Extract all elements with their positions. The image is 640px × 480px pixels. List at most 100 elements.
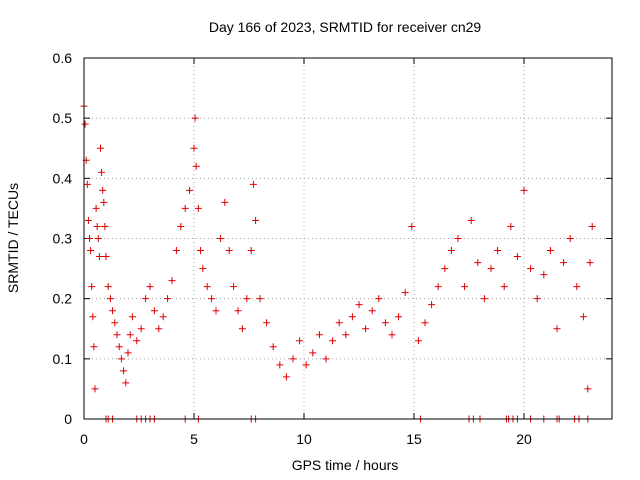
data-point — [588, 222, 596, 230]
data-point — [434, 283, 442, 291]
data-point — [467, 216, 475, 224]
data-point — [212, 307, 220, 315]
data-point — [109, 307, 117, 315]
data-point — [276, 361, 284, 369]
data-point — [221, 198, 229, 206]
data-point — [117, 355, 125, 363]
y-tick-label: 0 — [64, 411, 72, 427]
y-tick-label: 0.5 — [53, 110, 73, 126]
data-point — [421, 319, 429, 327]
data-point — [381, 319, 389, 327]
data-point — [329, 337, 337, 345]
data-point — [164, 295, 172, 303]
x-axis-title: GPS time / hours — [292, 457, 399, 473]
data-point — [441, 265, 449, 273]
data-point — [494, 247, 502, 255]
data-point — [527, 265, 535, 273]
y-axis-title: SRMTID / TECUs — [5, 183, 21, 293]
data-point — [480, 295, 488, 303]
data-point — [322, 355, 330, 363]
data-point — [414, 337, 422, 345]
data-point — [98, 168, 106, 176]
data-point — [252, 216, 260, 224]
data-point — [159, 313, 167, 321]
data-point — [92, 204, 100, 212]
data-point — [84, 216, 92, 224]
data-point — [126, 331, 134, 339]
data-point — [137, 325, 145, 333]
data-point — [90, 343, 98, 351]
y-tick-label: 0.1 — [53, 351, 73, 367]
data-point — [88, 283, 96, 291]
data-point — [128, 313, 136, 321]
data-point — [234, 307, 242, 315]
y-tick-label: 0.6 — [53, 50, 73, 66]
data-point — [81, 120, 89, 128]
data-point — [186, 186, 194, 194]
data-points — [80, 102, 596, 423]
data-point — [86, 235, 93, 242]
data-point — [560, 259, 568, 267]
data-point — [500, 283, 508, 291]
data-point — [113, 331, 121, 339]
data-point — [282, 373, 290, 381]
data-point — [401, 289, 409, 297]
data-point — [89, 313, 97, 321]
data-point — [155, 325, 163, 333]
data-point — [120, 367, 128, 375]
data-point — [315, 331, 323, 339]
data-point — [97, 144, 104, 152]
data-point — [263, 319, 271, 327]
x-tick-label: 5 — [190, 431, 198, 447]
data-point — [230, 283, 238, 291]
data-point — [302, 361, 310, 369]
data-point — [197, 247, 205, 255]
data-point — [546, 247, 554, 255]
data-point — [309, 349, 317, 357]
data-point — [208, 295, 216, 303]
data-point — [342, 331, 350, 339]
data-point — [150, 307, 158, 315]
data-point — [243, 295, 251, 303]
data-point — [177, 222, 185, 230]
data-point — [191, 114, 199, 122]
data-point — [93, 222, 101, 230]
plot-frame — [83, 57, 613, 420]
data-point — [507, 222, 515, 230]
data-point — [95, 253, 103, 261]
data-point — [454, 235, 462, 242]
data-point — [269, 343, 277, 351]
data-point — [487, 265, 495, 273]
data-point — [111, 319, 119, 327]
data-point — [474, 259, 482, 267]
grid-lines — [84, 58, 612, 419]
data-point — [362, 325, 370, 333]
data-point — [247, 247, 255, 255]
data-point — [566, 235, 574, 242]
y-tick-label: 0.2 — [53, 291, 73, 307]
x-tick-label: 15 — [406, 431, 422, 447]
data-point — [533, 295, 541, 303]
data-point — [168, 277, 176, 285]
data-point — [296, 337, 304, 345]
data-point — [91, 385, 99, 393]
data-point — [225, 247, 233, 255]
data-point — [192, 162, 200, 170]
data-point — [83, 180, 91, 188]
data-point — [101, 222, 109, 230]
data-point — [249, 180, 257, 188]
data-point — [395, 313, 403, 321]
y-tick-label: 0.4 — [53, 170, 73, 186]
data-point — [428, 301, 436, 309]
data-point — [256, 295, 264, 303]
data-point — [106, 295, 114, 303]
data-point — [190, 144, 198, 152]
data-point — [238, 325, 246, 333]
tick-labels: 0 0.1 0.2 0.3 0.4 0.5 0.6 0 5 10 15 20 — [53, 50, 532, 447]
data-point — [133, 337, 141, 345]
data-point — [87, 247, 95, 255]
data-point — [586, 259, 594, 267]
data-point — [553, 325, 561, 333]
data-point — [94, 235, 102, 242]
